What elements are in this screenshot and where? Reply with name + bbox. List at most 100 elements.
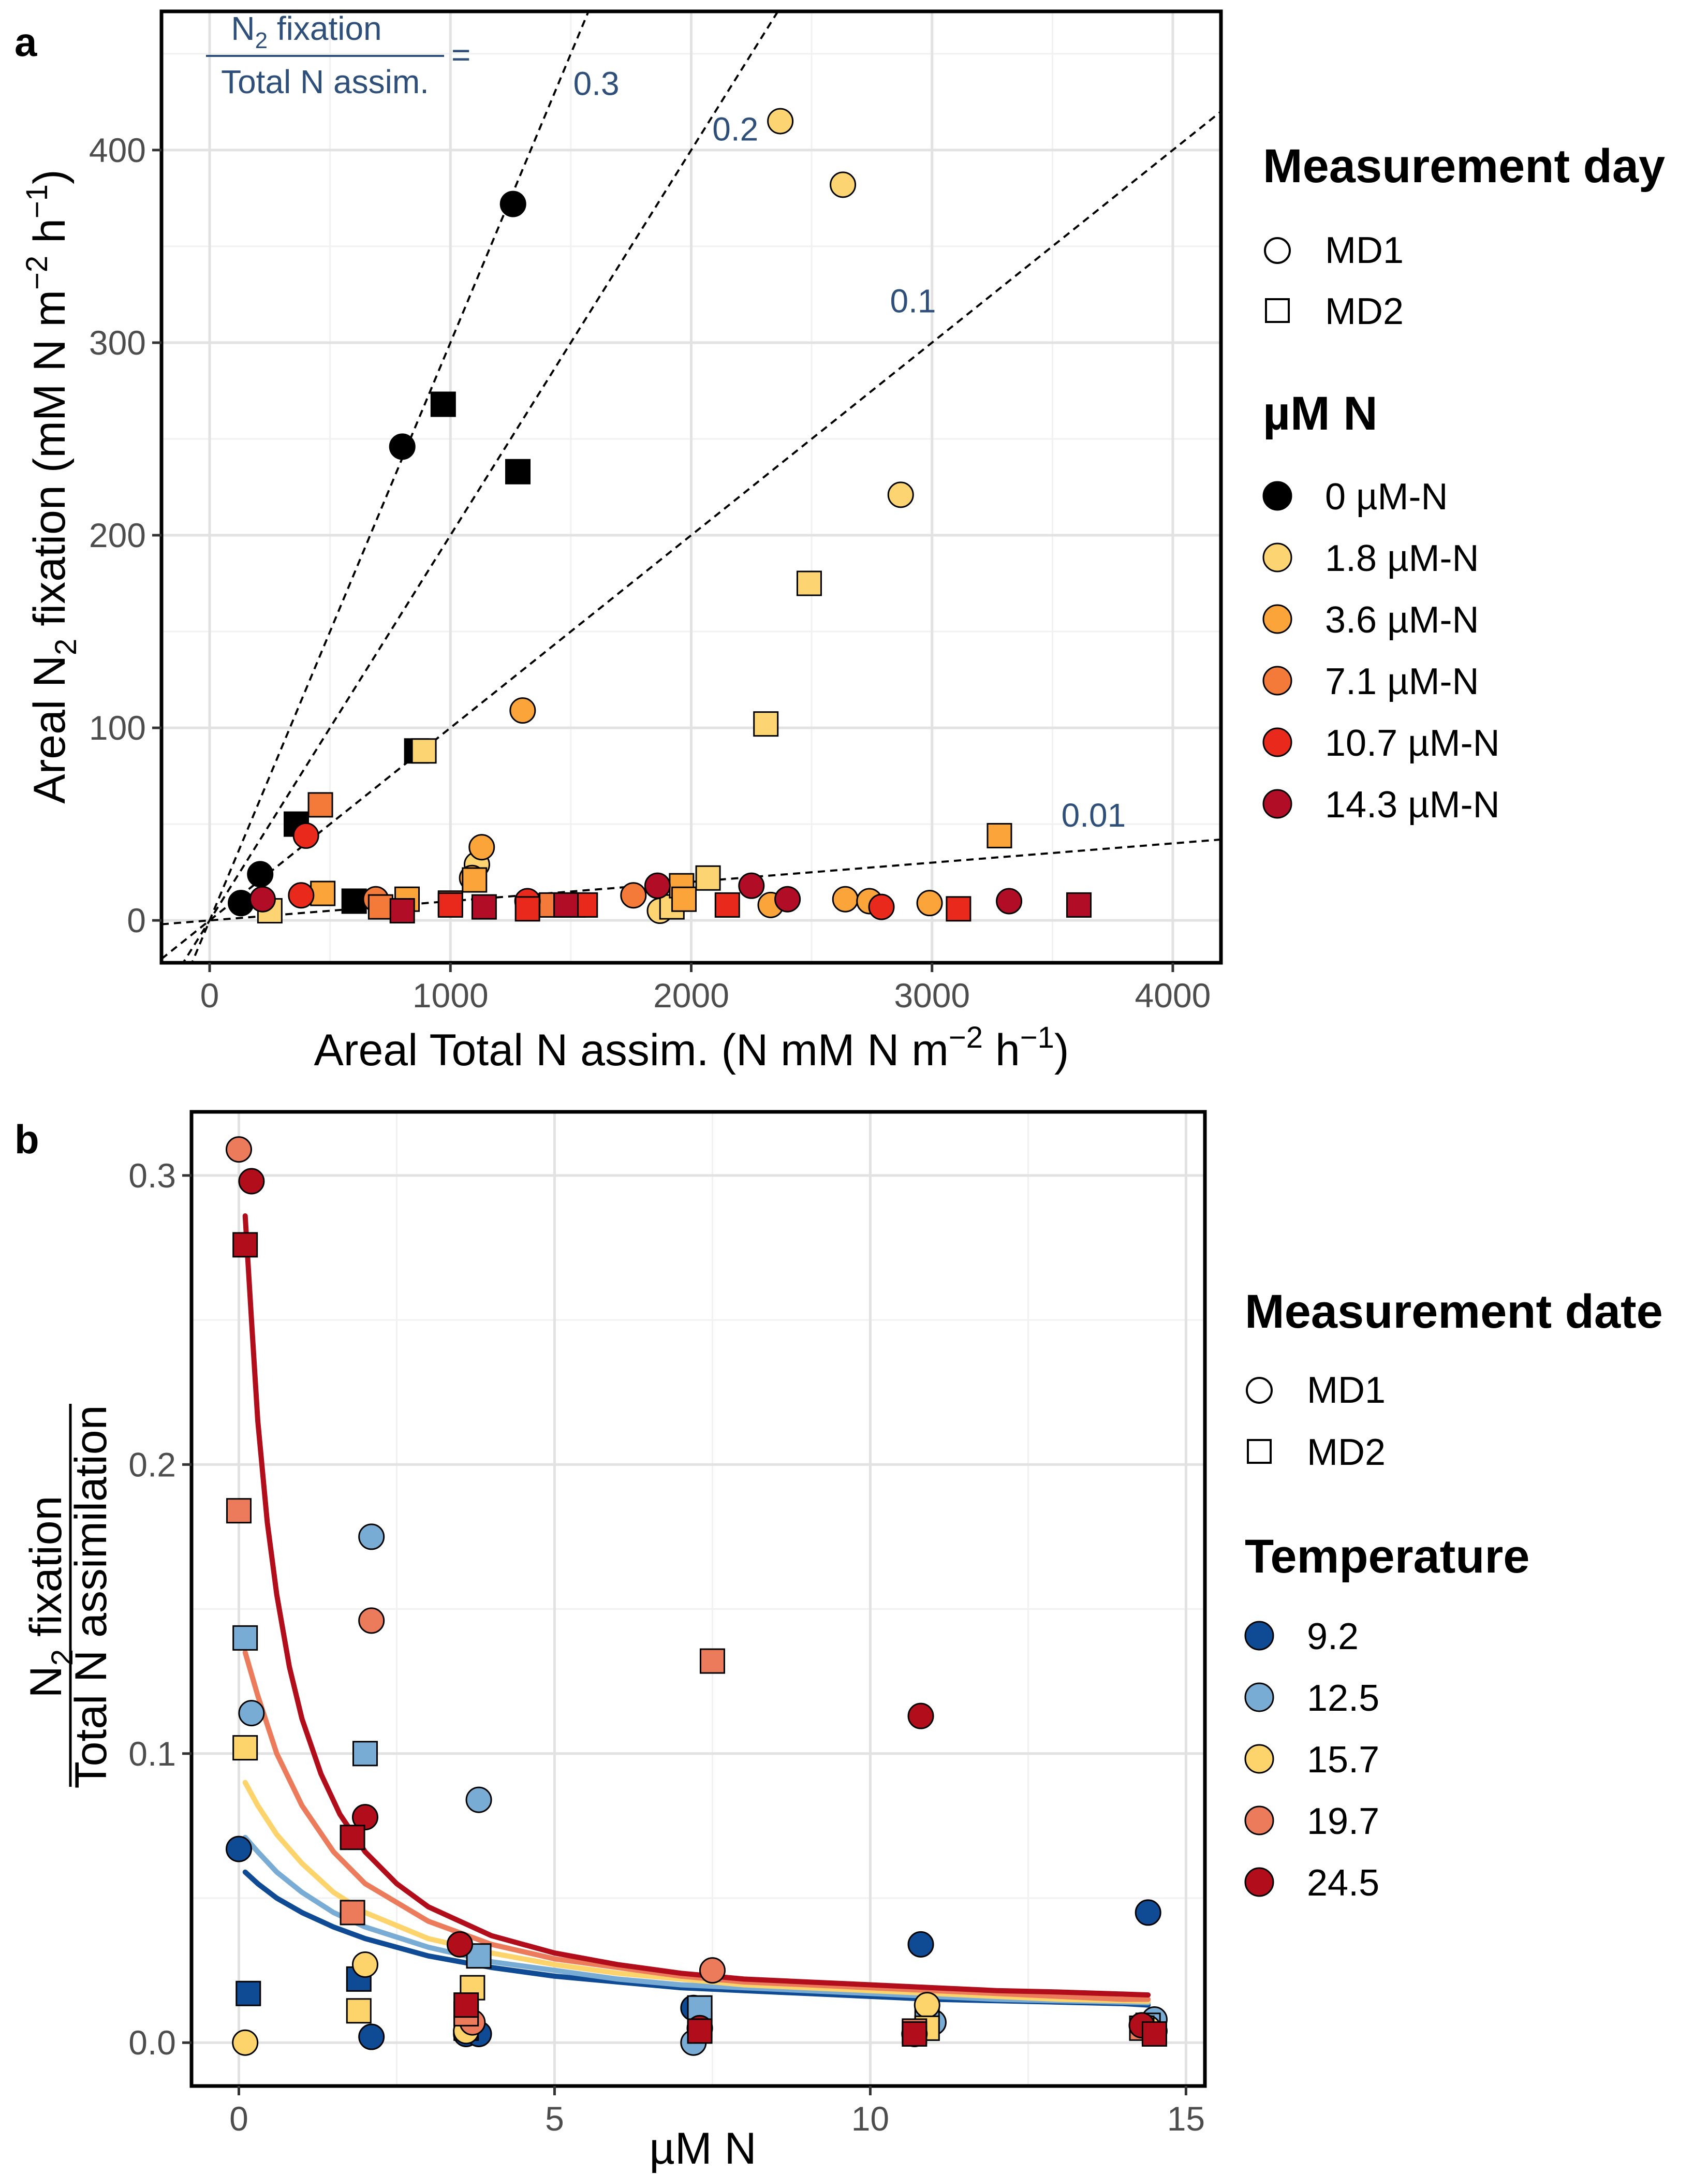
data-point-12-5-md2 <box>232 1625 258 1651</box>
ratio-fraction-label: N2 fixation Total N assim. = <box>206 10 470 100</box>
data-point-19-7-md2 <box>226 1498 252 1524</box>
data-point-1-8-um-n-md2 <box>753 711 779 737</box>
legend-label-24-5: 24.5 <box>1307 1862 1379 1904</box>
legend-key-10-7-um-n <box>1262 727 1292 757</box>
data-point-0-um-n-md2 <box>341 888 367 914</box>
legend-label-19-7: 19.7 <box>1307 1801 1379 1842</box>
data-point-9-2-md2 <box>235 1980 261 2006</box>
data-point-14-3-um-n-md1 <box>774 886 801 913</box>
panel-b-axis-ticks: 0 5 10 15 0.0 0.1 0.2 0.3 <box>128 1156 1205 2138</box>
legend-md2-label: MD2 <box>1325 291 1404 332</box>
x-tick-label: 15 <box>1167 2099 1205 2138</box>
data-point-19-7-md2 <box>699 1648 725 1674</box>
legend-label-0-um-n: 0 µM-N <box>1325 476 1448 518</box>
fit-curve-15-7 <box>242 1780 1151 2004</box>
panel-a-legend-color: µM N 0 µM-N 1.8 µM-N 3.6 µM-N 7.1 µM-N 10.7 … <box>1262 387 1500 826</box>
panel-a-tag: a <box>14 19 37 65</box>
svg-text:N2 fixation: N2 fixation <box>231 10 381 53</box>
data-point-7-1-um-n-md2 <box>367 894 393 920</box>
y-title-mid: fixation (mM N m <box>25 290 75 639</box>
panel-b-legend-shape: Measurement date MD1 MD2 <box>1245 1285 1663 1473</box>
panel-b: b 0 5 10 15 0.0 0.1 0.2 0.3 µM N N2 fixation To… <box>14 1110 1663 2173</box>
panel-a-axis-ticks: 0 1000 2000 3000 4000 0 100 200 300 400 <box>89 131 1211 1015</box>
data-point-19-7-md1 <box>225 1136 252 1163</box>
data-point-0-um-n-md2 <box>430 391 456 417</box>
legend-key-19-7 <box>1244 1805 1274 1835</box>
legend-key-7-1-um-n <box>1262 666 1292 696</box>
data-point-12-5-md1 <box>238 1700 265 1727</box>
panel-b-y-axis-title: N2 fixation Total N assimilation <box>21 1404 116 1788</box>
data-point-1-8-um-n-md1 <box>887 481 914 508</box>
y-tick-label: 300 <box>89 324 146 362</box>
data-point-0-um-n-md1 <box>499 190 526 217</box>
legend-label-3-6-um-n: 3.6 µM-N <box>1325 599 1479 641</box>
data-point-10-7-um-n-md2 <box>714 892 740 918</box>
legend-key-15-7 <box>1244 1744 1274 1774</box>
x-tick-label: 4000 <box>1135 976 1211 1015</box>
data-point-3-6-um-n-md1 <box>468 834 495 861</box>
data-point-10-7-um-n-md1 <box>292 822 319 849</box>
data-point-0-um-n-md1 <box>389 433 416 460</box>
data-point-15-7-md2 <box>232 1735 258 1761</box>
legend-color-items: 0 µM-N 1.8 µM-N 3.6 µM-N 7.1 µM-N 10.7 µM-N 1… <box>1262 476 1500 826</box>
x-tick-label: 3000 <box>894 976 970 1015</box>
legend-shape-title-b: Measurement date <box>1245 1285 1663 1338</box>
fraction-equals: = <box>451 36 470 74</box>
y-num-n: N <box>21 1666 71 1698</box>
data-point-9-2-md1 <box>358 2023 385 2050</box>
legend-md1-label: MD1 <box>1325 230 1404 271</box>
y-title-denominator: Total N assimilation <box>66 1405 116 1789</box>
y-num-sub: 2 <box>46 1649 79 1666</box>
data-point-10-7-um-n-md1 <box>288 882 315 909</box>
data-point-15-7-md1 <box>914 1992 940 2019</box>
data-point-9-2-md1 <box>907 1931 934 1958</box>
panel-b-x-axis-title: µM N <box>649 2124 756 2173</box>
legend-temp-title: Temperature <box>1245 1530 1529 1583</box>
x-tick-label: 2000 <box>653 976 729 1015</box>
x-title-sup2: −1 <box>1020 1021 1054 1054</box>
data-point-3-6-um-n-md2 <box>310 880 336 906</box>
legend-md2-square-b <box>1247 1439 1272 1464</box>
panel-a-legend-shape: Measurement day MD1 MD2 <box>1263 140 1665 332</box>
data-point-12-5-md1 <box>465 1786 492 1813</box>
data-point-3-6-um-n-md2 <box>986 822 1012 848</box>
data-point-1-8-um-n-md1 <box>767 108 794 135</box>
data-point-1-8-um-n-md1 <box>830 171 857 198</box>
x-title-close: ) <box>1054 1025 1069 1075</box>
ratio-line-label: 0.01 <box>1062 797 1126 834</box>
legend-md1-circle <box>1264 237 1291 264</box>
y-title-sup2: −1 <box>20 184 54 218</box>
panel-a-y-axis-title: Areal N2 fixation (mM N m−2 h−1) <box>20 169 83 803</box>
y-title-h: h <box>25 218 75 256</box>
x-title-sup1: −2 <box>949 1021 983 1054</box>
y-tick-label: 0.2 <box>128 1445 176 1483</box>
data-point-1-8-um-n-md2 <box>695 865 721 891</box>
legend-label-9-2: 9.2 <box>1307 1616 1359 1657</box>
y-title-main: Areal N <box>25 655 75 804</box>
legend-label-1-8-um-n: 1.8 µM-N <box>1325 538 1479 579</box>
data-point-14-3-um-n-md2 <box>471 894 497 920</box>
data-point-24-5-md2 <box>340 1825 365 1850</box>
ratio-line-0-01 <box>161 838 1221 926</box>
data-point-24-5-md2 <box>902 2021 927 2047</box>
data-point-9-2-md1 <box>225 1835 252 1862</box>
legend-temp-items: 9.2 12.5 15.7 19.7 24.5 <box>1244 1616 1379 1904</box>
legend-label-12-5: 12.5 <box>1307 1678 1379 1719</box>
fit-curve-24-5 <box>242 1213 1151 1998</box>
legend-md1-label-b: MD1 <box>1307 1370 1386 1411</box>
panel-b-tag: b <box>14 1117 39 1162</box>
data-point-10-7-um-n-md1 <box>868 893 895 920</box>
legend-key-9-2 <box>1244 1621 1274 1651</box>
x-tick-label: 0 <box>229 2099 248 2138</box>
legend-label-7-1-um-n: 7.1 µM-N <box>1325 661 1479 702</box>
legend-label-10-7-um-n: 10.7 µM-N <box>1325 723 1500 764</box>
legend-shape-title: Measurement day <box>1263 140 1665 193</box>
x-tick-label: 0 <box>200 976 219 1015</box>
data-point-24-5-md1 <box>446 1931 473 1958</box>
y-title-sup1: −2 <box>20 256 54 290</box>
ratio-line-0-2 <box>182 11 779 963</box>
y-tick-label: 100 <box>89 709 146 747</box>
data-point-19-7-md2 <box>340 1900 365 1926</box>
legend-color-title: µM N <box>1263 387 1378 440</box>
ratio-line-label: 0.1 <box>890 282 936 319</box>
